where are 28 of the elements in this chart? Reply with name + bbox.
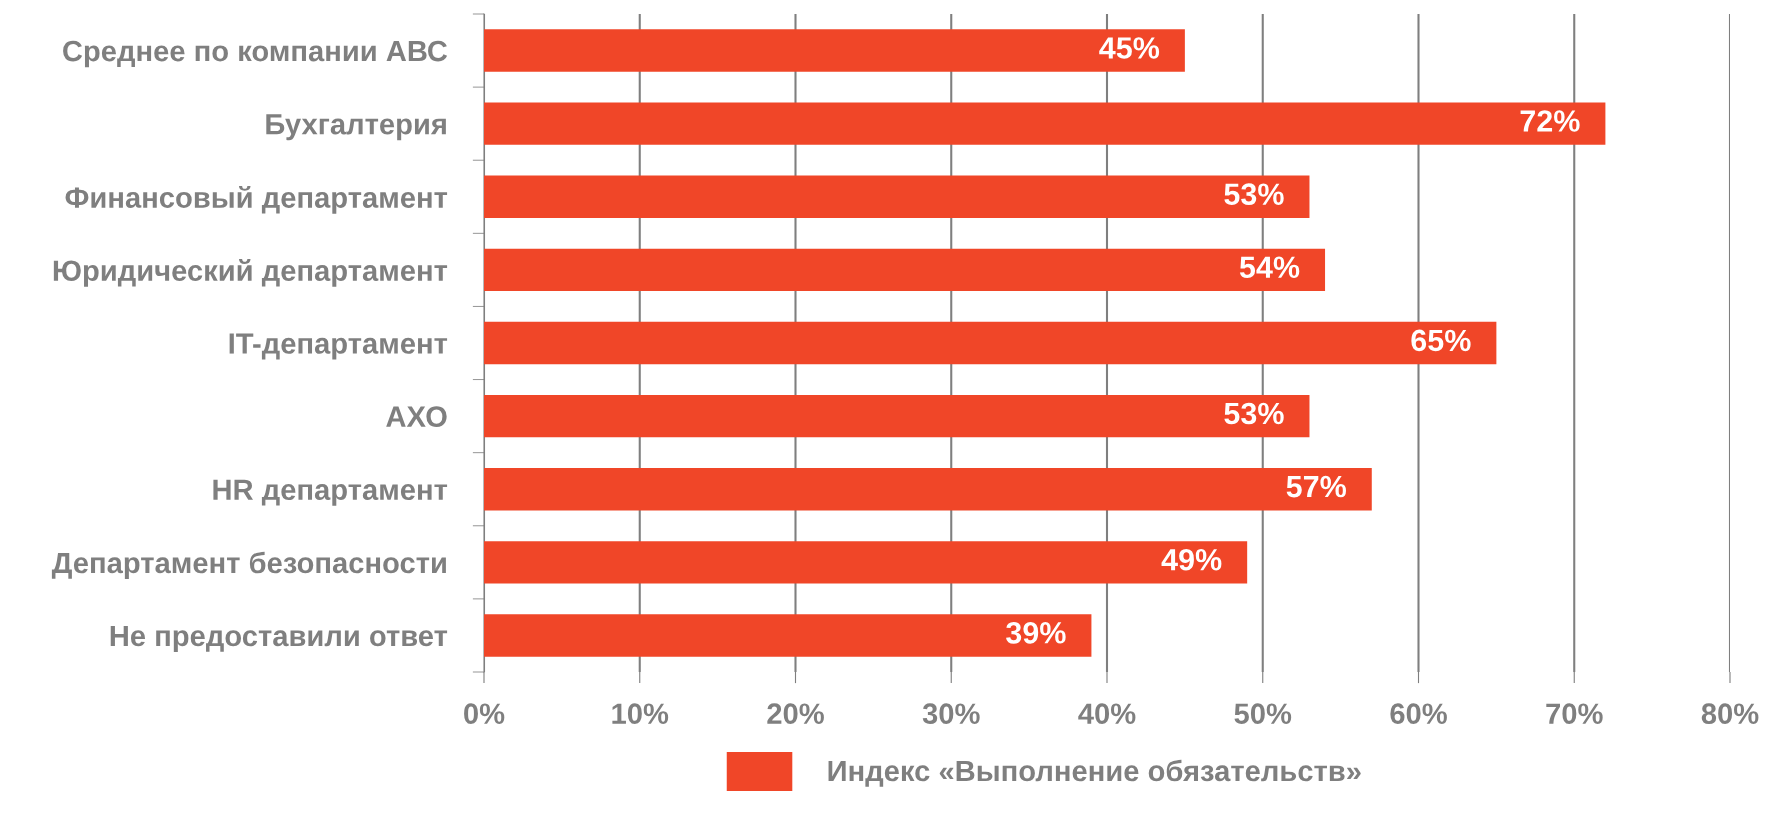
data-label: 65% xyxy=(1411,329,1471,352)
data-label: 53% xyxy=(1224,183,1284,206)
y-tick-label: Департамент безопасности xyxy=(51,551,446,580)
data-label: 49% xyxy=(1161,548,1222,571)
data-label: 45% xyxy=(1099,37,1160,59)
data-label: 57% xyxy=(1286,475,1347,498)
x-tick-label: 10% xyxy=(612,703,669,724)
data-label: 53% xyxy=(1224,402,1284,425)
y-tick-label: HR департамент xyxy=(213,479,448,506)
x-tick-label: 80% xyxy=(1701,703,1759,724)
y-tick-label: Среднее по компании АВС xyxy=(63,40,448,68)
y-tick-label: Бухгалтерия xyxy=(266,114,446,141)
y-tick-label: Финансовый департамент xyxy=(65,185,448,214)
x-tick-label: 40% xyxy=(1078,703,1136,724)
x-tick-label: 60% xyxy=(1390,703,1447,724)
data-label: 72% xyxy=(1520,110,1580,132)
x-tick-label: 70% xyxy=(1546,703,1603,724)
y-tick-label: Не предоставили ответ xyxy=(110,625,448,653)
data-label: 54% xyxy=(1239,256,1300,279)
y-tick-label: АХО xyxy=(386,406,447,427)
x-tick-label: 50% xyxy=(1234,703,1292,724)
y-tick-label: Юридический департамент xyxy=(53,259,448,287)
x-tick-label: 30% xyxy=(922,703,980,725)
x-tick-label: 20% xyxy=(767,703,824,724)
y-tick-label: IT-департамент xyxy=(229,333,448,360)
legend-label: Индекс «Выполнение обязательств» xyxy=(828,759,1361,787)
x-tick-label: 0% xyxy=(464,703,505,724)
data-label: 39% xyxy=(1006,622,1066,644)
